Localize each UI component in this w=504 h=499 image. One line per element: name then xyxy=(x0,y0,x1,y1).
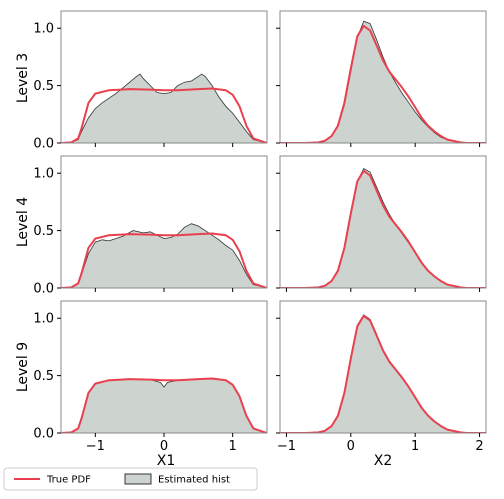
true-pdf-line xyxy=(280,24,486,143)
y-tick-label: 1.0 xyxy=(33,22,54,37)
true-pdf-line xyxy=(280,169,486,288)
legend: True PDF Estimated hist xyxy=(3,467,258,491)
true-pdf-line xyxy=(61,377,267,433)
estimated-hist-area xyxy=(280,20,486,143)
estimated-hist-area xyxy=(280,314,486,433)
y-tick-label: 0.5 xyxy=(33,224,54,239)
x-tick-label: −1 xyxy=(277,439,296,454)
legend-true-pdf-label: True PDF xyxy=(46,475,91,486)
row-label-1: Level 4 xyxy=(15,197,31,247)
axes-frame xyxy=(279,155,487,289)
row-label-0: Level 3 xyxy=(15,53,31,103)
x-axis-label-x1: X1 xyxy=(157,453,176,469)
axes-frame xyxy=(279,10,487,144)
axes-frame xyxy=(279,300,487,434)
y-tick-label: 0.5 xyxy=(33,79,54,94)
y-tick-label: 0.5 xyxy=(33,369,54,384)
subplot-r2-c1: −1 0 1 2 xyxy=(276,300,487,454)
subplot-r2-c0: −1 0 1 0.0 0.5 1.0 xyxy=(33,300,268,454)
row-label-2: Level 9 xyxy=(15,342,31,392)
estimated-hist-area xyxy=(61,73,267,143)
estimated-hist-area xyxy=(61,223,267,288)
x-axis-label-x2: X2 xyxy=(374,453,393,469)
x-tick-label: 0 xyxy=(160,439,168,454)
true-pdf-line xyxy=(61,87,267,143)
y-tick-label: 1.0 xyxy=(33,312,54,327)
estimated-hist-area xyxy=(280,168,486,288)
true-pdf-line xyxy=(61,232,267,288)
x-tick-label: 2 xyxy=(475,439,483,454)
y-tick-label: 0.0 xyxy=(33,427,54,442)
subplot-grid: 0.0 0.5 1.0 0.0 0.5 1.0 −1 0 1 0.0 0.5 1.0 −1 0 1 2 xyxy=(33,10,487,454)
subplot-r1-c1 xyxy=(276,155,487,292)
y-tick-label: 1.0 xyxy=(33,167,54,182)
x-tick-label: −1 xyxy=(86,439,105,454)
y-tick-label: 0.0 xyxy=(33,137,54,152)
subplot-r0-c1 xyxy=(276,10,487,147)
true-pdf-line xyxy=(280,314,486,433)
legend-hist-label: Estimated hist xyxy=(158,475,230,486)
subplot-r0-c0: 0.0 0.5 1.0 xyxy=(33,10,268,152)
x-tick-label: 1 xyxy=(229,439,237,454)
legend-hist-swatch xyxy=(124,473,152,485)
x-tick-label: 1 xyxy=(411,439,419,454)
x-tick-label: 0 xyxy=(347,439,355,454)
y-tick-label: 0.0 xyxy=(33,282,54,297)
subplot-r1-c0: 0.0 0.5 1.0 xyxy=(33,155,268,297)
